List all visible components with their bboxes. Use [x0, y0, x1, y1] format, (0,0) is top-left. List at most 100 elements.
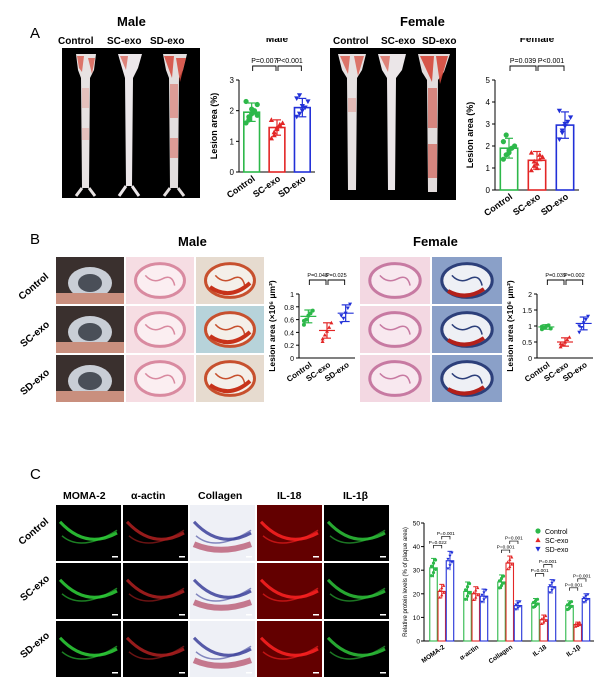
data-point	[514, 608, 518, 612]
bracket-line	[327, 279, 346, 285]
data-point	[531, 163, 537, 168]
bar	[429, 567, 438, 642]
data-point	[560, 342, 565, 347]
bar	[547, 586, 557, 642]
pvalue-bracket: P=0.022	[429, 540, 447, 549]
bar	[513, 605, 523, 642]
data-point	[500, 139, 506, 145]
panel-b-letter: B	[30, 231, 41, 248]
data-point	[540, 154, 546, 160]
aorta-photos-female	[330, 48, 456, 200]
pvalue-label: P=0.001	[505, 536, 523, 542]
x-tick-label: Control	[482, 191, 514, 218]
y-tick-label: 0.2	[284, 343, 294, 350]
bracket-line	[277, 65, 302, 71]
data-point	[474, 595, 478, 599]
category-group	[497, 555, 523, 642]
data-point	[565, 337, 570, 342]
y-tick-label: 40	[413, 544, 421, 551]
panel-c-image-grid	[56, 505, 394, 677]
data-point	[467, 581, 472, 586]
legend-label: SC-exo	[545, 538, 568, 545]
aorta-sdexo-male	[162, 54, 187, 197]
il1b-fluorescence-image	[324, 563, 389, 619]
data-point	[463, 588, 468, 592]
data-point	[271, 132, 277, 138]
aorta-sdexo-female	[418, 54, 450, 192]
data-point	[325, 329, 329, 333]
data-point	[516, 601, 520, 605]
data-point	[548, 584, 552, 588]
photo-label-control-male: Control	[58, 36, 94, 47]
data-point	[299, 108, 305, 114]
oil-red-o-stain-image	[196, 355, 264, 402]
data-point	[508, 565, 512, 568]
group-sd-exo	[293, 93, 311, 173]
x-tick-label: SC-exo	[511, 191, 543, 217]
data-point	[499, 576, 504, 581]
panel-b-male-image-grid	[56, 257, 264, 403]
il1b-fluorescence-image	[324, 621, 389, 677]
data-point	[433, 567, 438, 572]
data-point	[440, 586, 444, 590]
data-point	[431, 561, 436, 565]
collagen-masson-stain-image	[190, 505, 255, 561]
y-axis-label: Lesion area (×10⁶ μm²)	[267, 280, 277, 372]
pvalue-label: P=0.022	[429, 540, 447, 546]
he-stain-image-female	[360, 257, 430, 304]
data-point	[501, 574, 506, 578]
chart-a-female: Female 0 1 2 3 4 5 Lesion area (%) ControlSC-exo…	[465, 38, 579, 218]
il18-fluorescence-image	[257, 505, 322, 561]
data-point	[586, 314, 591, 319]
photo-label-scexo-female: SC-exo	[381, 36, 416, 47]
panel-b-row-label-control: Control	[17, 271, 52, 303]
data-point	[583, 318, 588, 322]
oil-red-o-stain-image-female	[432, 257, 502, 304]
data-point	[578, 623, 582, 627]
oil-red-o-stain-image-female	[432, 306, 502, 353]
y-tick-label: 30	[413, 568, 421, 575]
data-point	[586, 598, 590, 601]
data-point	[537, 156, 543, 162]
data-point	[327, 325, 332, 329]
data-point	[476, 593, 480, 597]
panel-b-male-title: Male	[178, 234, 207, 249]
bracket-line	[308, 279, 327, 285]
panel-a-letter: A	[30, 25, 41, 42]
il18-fluorescence-image	[257, 563, 322, 619]
x-tick-label: IL-18	[532, 644, 549, 659]
gross-aortic-root-photo	[56, 257, 124, 304]
data-point	[268, 135, 274, 141]
data-point	[438, 588, 442, 592]
data-point	[582, 596, 586, 600]
panel-c-row-label-sdexo: SD-exo	[18, 630, 52, 661]
data-point	[433, 558, 438, 562]
y-tick-label: 2	[528, 292, 532, 299]
group-sc-exo	[527, 150, 547, 191]
data-point	[510, 555, 514, 559]
stain-label-il18: IL-18	[277, 490, 302, 502]
y-tick-label: 1	[486, 164, 491, 173]
data-point	[518, 600, 522, 604]
group-control	[243, 98, 261, 173]
y-tick-label: 10	[413, 615, 421, 622]
he-stain-image	[126, 306, 194, 353]
data-point	[480, 600, 484, 604]
y-tick-label: 0	[416, 639, 420, 646]
bar	[437, 590, 447, 642]
collagen-masson-stain-image	[190, 563, 255, 619]
moma2-fluorescence-image	[56, 563, 121, 619]
aorta-control-male	[74, 54, 97, 197]
he-stain-image	[126, 257, 194, 304]
group-sd-exo	[555, 108, 575, 191]
legend-label: Control	[545, 529, 568, 536]
data-point	[516, 606, 520, 610]
data-point	[448, 564, 452, 568]
data-point	[484, 588, 488, 592]
stain-label-alpha-actin: α-actin	[131, 490, 166, 502]
data-point	[567, 335, 572, 339]
photo-label-sdexo-female: SD-exo	[422, 36, 457, 47]
x-tick-label: SD-exo	[539, 191, 571, 217]
